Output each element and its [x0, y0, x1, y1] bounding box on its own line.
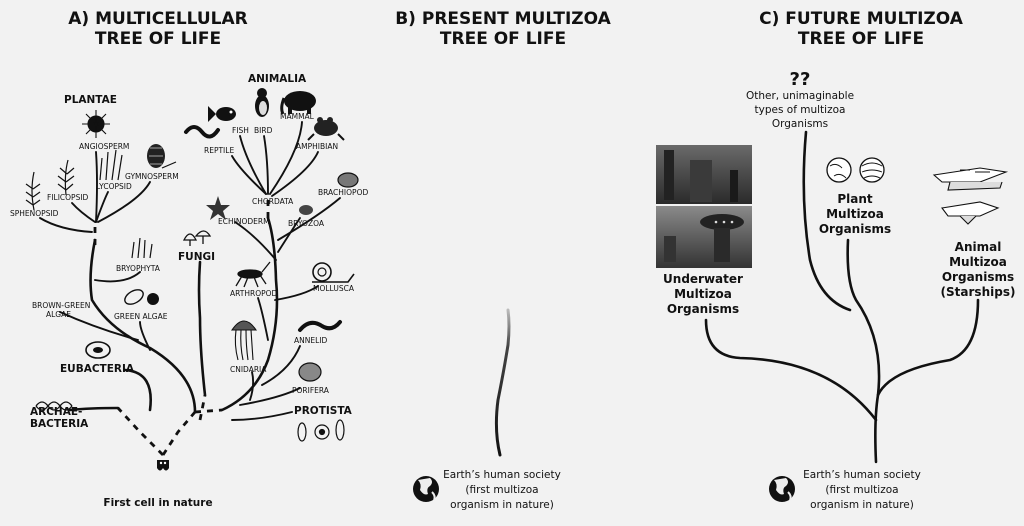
- fungi-branch: [197, 260, 207, 397]
- label-sphenopsid: SPHENOPSID: [10, 209, 59, 218]
- globe-icon: [769, 476, 795, 502]
- panel-c: C) FUTURE MULTIZOA TREE OF LIFE ?? Other…: [656, 9, 1015, 511]
- panel-b-title-line1: B) PRESENT MULTIZOA: [395, 9, 611, 29]
- underwater-branch: [704, 318, 878, 422]
- animal-multizoa-line2: Multizoa: [949, 255, 1007, 269]
- snake-icon: [184, 125, 220, 139]
- mushroom-icon: [182, 230, 212, 246]
- lycopsid-icon: [99, 149, 123, 181]
- insect-icon: [235, 261, 271, 288]
- panel-c-caption-2: (first multizoa: [825, 484, 898, 496]
- underwater-multizoa-line1: Underwater: [663, 272, 743, 286]
- animal-multizoa-line3: Organisms: [942, 270, 1014, 284]
- label-bryophyta: BRYOPHYTA: [116, 264, 161, 273]
- protista-icon: [297, 419, 345, 442]
- elephant-icon: [280, 91, 316, 115]
- panel-c-title-line1: C) FUTURE MULTIZOA: [759, 9, 964, 29]
- plant-trunk: [89, 238, 197, 414]
- label-brown-green-algae-2: ALGAE: [46, 310, 71, 319]
- label-mollusca: MOLLUSCA: [313, 284, 355, 293]
- label-arthropod: ARTHROPOD: [230, 289, 278, 298]
- label-bryozoa: BRYOZOA: [288, 219, 325, 228]
- snail-icon: [312, 262, 355, 283]
- label-amphibian: AMPHIBIAN: [296, 142, 338, 151]
- label-protista: PROTISTA: [294, 405, 353, 417]
- plant-multizoa-line3: Organisms: [819, 222, 891, 236]
- algae-icon: [124, 289, 159, 305]
- panel-a: A) MULTICELLULAR TREE OF LIFE First cell…: [10, 9, 368, 509]
- label-brown-green-algae-1: BROWN-GREEN: [32, 301, 90, 310]
- panel-b-caption-2: (first multizoa: [465, 484, 538, 496]
- other-types-line2: types of multizoa: [755, 104, 846, 116]
- label-filicopsid: FILICOPSID: [47, 193, 89, 202]
- other-types-line1: Other, unimaginable: [746, 90, 854, 102]
- label-animalia: ANIMALIA: [248, 73, 307, 85]
- sponge-icon: [298, 362, 322, 382]
- label-chordata: CHORDATA: [252, 197, 294, 206]
- label-bird: BIRD: [254, 126, 273, 135]
- label-plantae: PLANTAE: [64, 94, 117, 106]
- underwater-multizoa-line2: Multizoa: [674, 287, 732, 301]
- label-porifera: PORIFERA: [292, 386, 330, 395]
- dna-icon: [35, 401, 73, 411]
- animal-multizoa-line1: Animal: [955, 240, 1002, 254]
- underwater-city-image: [656, 145, 752, 268]
- root-caption: First cell in nature: [103, 497, 212, 509]
- angiosperm-icon: [82, 110, 110, 138]
- label-green-algae: GREEN ALGAE: [114, 312, 168, 321]
- label-eubacteria: EUBACTERIA: [60, 363, 135, 375]
- animal-trunk: [220, 216, 279, 412]
- moss-icon: [131, 237, 153, 259]
- plant-multizoa-line2: Multizoa: [826, 207, 884, 221]
- label-reptile: REPTILE: [204, 146, 234, 155]
- label-fungi: FUNGI: [178, 251, 215, 263]
- shell-icon: [337, 172, 359, 188]
- label-lycopsid: LYCOPSID: [96, 182, 132, 191]
- panel-c-title-line2: TREE OF LIFE: [798, 29, 924, 49]
- present-branch: [494, 308, 511, 457]
- label-annelid: ANNELID: [294, 336, 327, 345]
- pinecone-icon: [147, 144, 177, 169]
- panel-b-caption-3: organism in nature): [450, 499, 554, 511]
- starfish-icon: [206, 196, 230, 220]
- plant-multizoa-line1: Plant: [837, 192, 873, 206]
- panel-c-caption-3: organism in nature): [810, 499, 914, 511]
- first-cell-icon: [157, 460, 169, 471]
- panel-b-caption-1: Earth’s human society: [443, 469, 561, 481]
- unknown-branch: [802, 130, 852, 312]
- jellyfish-icon: [230, 320, 258, 361]
- animal-multizoa-line4: (Starships): [941, 285, 1016, 299]
- plant-branch: [846, 238, 881, 464]
- worm-icon: [298, 320, 342, 332]
- panel-a-title-line2: TREE OF LIFE: [95, 29, 221, 49]
- label-brachiopod: BRACHIOPOD: [318, 188, 368, 197]
- animal-branch: [876, 298, 980, 397]
- ameba-icon: [85, 341, 111, 359]
- label-archaebacteria-2: BACTERIA: [30, 418, 89, 430]
- label-cnidaria: CNIDARIA: [230, 365, 267, 374]
- root-trunk: [161, 411, 197, 456]
- label-angiosperm: ANGIOSPERM: [79, 142, 129, 151]
- fish-icon: [208, 106, 236, 122]
- label-echinoderm: ECHINODERM: [218, 217, 270, 226]
- bryozoa-icon: [299, 205, 313, 215]
- fern-icon: [25, 159, 75, 211]
- starship-icon: [932, 167, 1009, 225]
- unknown-mark: ??: [790, 69, 811, 90]
- label-gymnosperm: GYMNOSPERM: [125, 172, 179, 181]
- underwater-multizoa-line3: Organisms: [667, 302, 739, 316]
- penguin-icon: [255, 88, 269, 117]
- panel-c-caption-1: Earth’s human society: [803, 469, 921, 481]
- other-types-line3: Organisms: [772, 118, 828, 130]
- globe-icon: [413, 476, 439, 502]
- label-mammal: MAMMAL: [280, 112, 315, 121]
- planet-icon: [826, 157, 885, 183]
- label-fish: FISH: [232, 126, 249, 135]
- frog-icon: [307, 117, 345, 141]
- panel-b: B) PRESENT MULTIZOA TREE OF LIFE Earth’s…: [395, 9, 611, 511]
- panel-a-title-line1: A) MULTICELLULAR: [68, 9, 248, 29]
- panel-b-title-line2: TREE OF LIFE: [440, 29, 566, 49]
